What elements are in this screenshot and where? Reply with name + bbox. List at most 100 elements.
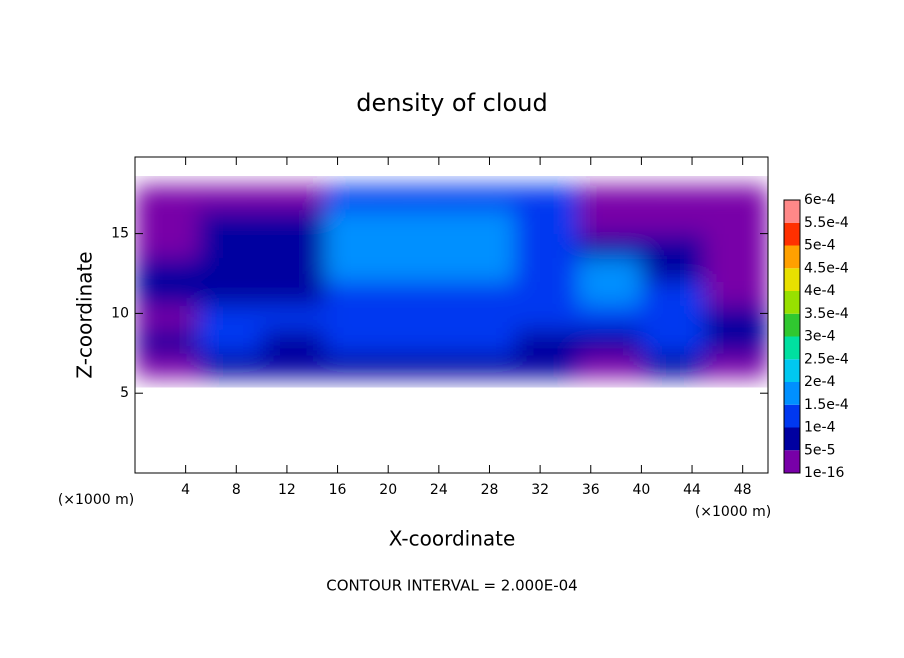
field-cell [324, 305, 389, 330]
colorbar-band [784, 245, 800, 269]
field-cell [704, 257, 768, 282]
field-cell [388, 329, 452, 354]
field-cell [451, 209, 516, 235]
field-cell [578, 185, 642, 211]
field-cell [704, 305, 768, 330]
colorbar-label: 5e-4 [804, 238, 836, 254]
field-cell [388, 353, 452, 378]
field-cell [324, 257, 389, 282]
colorbar-label: 2.5e-4 [804, 351, 849, 367]
x-tick-label: 24 [430, 482, 448, 498]
chart-title: density of cloud [356, 89, 547, 117]
field-cell [324, 329, 389, 354]
field-cell [704, 329, 768, 354]
field-cell [388, 281, 452, 306]
x-unit: (×1000 m) [695, 504, 771, 520]
field-cell [451, 329, 516, 354]
field-cell [641, 353, 706, 378]
colorbar-band [784, 222, 800, 246]
contour-field [135, 185, 768, 378]
x-tick-label: 16 [329, 482, 347, 498]
field-cell [641, 305, 706, 330]
field-cell [578, 257, 642, 282]
field-cell [135, 233, 199, 259]
field-cell [641, 281, 706, 306]
field-cell [261, 305, 326, 330]
field-cell [641, 329, 706, 354]
field-cell [261, 185, 326, 211]
plot-frame [134, 156, 769, 474]
field-cell [198, 233, 263, 259]
y-tick-label: 5 [120, 385, 129, 401]
field-cell [514, 233, 579, 259]
field-cell [135, 281, 199, 306]
field-cell [578, 329, 642, 354]
field-cell [198, 329, 263, 354]
field-cell [578, 209, 642, 235]
colorbar-label: 4.5e-4 [804, 260, 849, 276]
annotation: CONTOUR INTERVAL = 2.000E-04 [326, 577, 577, 595]
colorbar-band [784, 336, 800, 360]
field-cell [578, 233, 642, 259]
field-cell [324, 353, 389, 378]
field-cell [451, 257, 516, 282]
colorbar-label: 1e-16 [804, 465, 844, 481]
field-cell [198, 305, 263, 330]
field-cell [198, 209, 263, 235]
field-cell [388, 209, 452, 235]
field-cell [704, 233, 768, 259]
x-tick-label: 28 [481, 482, 499, 498]
colorbar-label: 1e-4 [804, 420, 836, 436]
field-cell [324, 185, 389, 211]
colorbar-band [784, 313, 800, 337]
x-tick-label: 36 [582, 482, 600, 498]
colorbar-label: 3.5e-4 [804, 306, 849, 322]
field-cell [451, 305, 516, 330]
field-cell [261, 281, 326, 306]
field-cell [641, 209, 706, 235]
field-cell [578, 353, 642, 378]
field-cell [704, 185, 768, 211]
x-tick-label: 12 [278, 482, 296, 498]
field-cell [135, 209, 199, 235]
field-cell [198, 281, 263, 306]
field-cell [578, 281, 642, 306]
field-cell [135, 257, 199, 282]
field-cell [451, 353, 516, 378]
field-cell [704, 353, 768, 378]
field-cell [514, 353, 579, 378]
colorbar-band [784, 268, 800, 291]
field-cell [261, 257, 326, 282]
field-cell [388, 305, 452, 330]
y-tick-label: 15 [111, 226, 129, 242]
colorbar-band [784, 291, 800, 314]
colorbar-label: 5.5e-4 [804, 215, 849, 231]
field-cell [261, 209, 326, 235]
field-cell [641, 257, 706, 282]
field-cell [451, 281, 516, 306]
field-cell [514, 257, 579, 282]
field-cell [261, 233, 326, 259]
field-cell [641, 185, 706, 211]
y-axis-label: Z-coordinate [73, 251, 97, 378]
field-cell [135, 353, 199, 378]
field-cell [451, 233, 516, 259]
field-cell [451, 185, 516, 211]
axes: 4 8 12 16 20 24 28 32 36 40 44 48510151e-165e-51e-4… [111, 156, 849, 498]
x-tick-label: 32 [531, 482, 549, 498]
field-cell [704, 281, 768, 306]
field-cell [388, 185, 452, 211]
field-cell [198, 185, 263, 211]
field-cell [704, 209, 768, 235]
field-cell [578, 305, 642, 330]
field-cell [198, 353, 263, 378]
colorbar-label: 4e-4 [804, 283, 836, 299]
field-cell [641, 233, 706, 259]
field-cell [135, 329, 199, 354]
y-tick-label: 10 [111, 305, 129, 321]
colorbar-band [784, 359, 800, 382]
colorbar-label: 5e-5 [804, 442, 835, 458]
field-cell [261, 329, 326, 354]
colorbar-band [784, 404, 800, 428]
colorbar-band [784, 450, 800, 473]
